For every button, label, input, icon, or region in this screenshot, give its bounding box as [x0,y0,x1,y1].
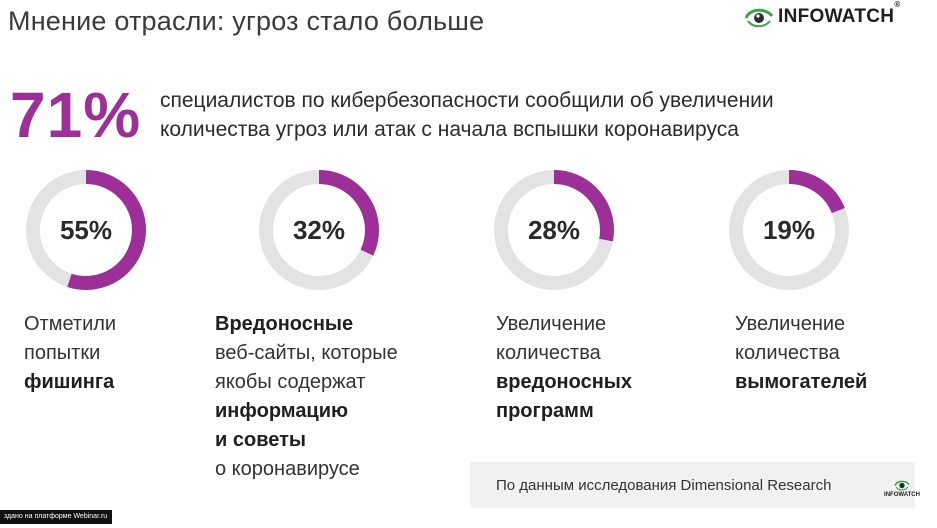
description-line: вымогателей [735,371,868,393]
logo-text: INFOWATCH® [778,0,901,27]
hero-description: специалистов по кибербезопасности сообщи… [160,86,900,144]
stat-percent: 19% [762,214,816,245]
infowatch-eye-icon [894,480,910,491]
stat-description: Отметили попытки фишинга [24,310,264,397]
ring-fill [259,170,379,290]
stat-phishing: 55% Отметили попытки фишинга [24,168,264,397]
infowatch-eye-icon [744,8,774,28]
stat-percent: 28% [527,214,581,245]
stat-percent: 55% [59,214,113,245]
description-line: Вредоносные [215,313,354,335]
ring-fill [729,170,849,290]
description-line: попытки [24,342,101,364]
stat-malware: 28% Увеличение количества вредоносных прогр… [492,168,732,426]
description-line: о коронавирусе [215,458,360,480]
description-line: вредоносных [496,371,632,393]
donut-ring [259,170,379,290]
description-line: программ [496,400,594,422]
source-note: По данным исследования Dimensional Resea… [470,462,915,508]
stat-malicious-sites: 32% Вредоносные веб-сайты, которые якобы с… [215,168,497,484]
brand-logo: INFOWATCH® [744,0,901,30]
description-line: Увеличение [735,313,846,335]
description-line: Увеличение [496,313,607,335]
stat-description: Увеличение количества вымогателей [735,310,937,397]
hero-line-1: специалистов по кибербезопасности сообщи… [160,89,774,112]
donut-chart: 32% [257,168,381,292]
mini-brand-logo: INFOWATCH [882,478,922,514]
donut-chart: 19% [727,168,851,292]
description-line: веб-сайты, которые [215,342,398,364]
mini-logo-text: INFOWATCH [884,492,920,498]
webinar-platform-bar: здано на платформе Webinar.ru [0,510,112,524]
hero-percent: 71% [10,79,142,151]
description-line: и советы [215,429,306,451]
ring-fill [26,170,146,290]
description-line: количества [496,342,601,364]
stat-description: Вредоносные веб-сайты, которые якобы содер… [215,310,497,484]
page-title: Мнение отрасли: угроз стало больше [8,6,485,36]
donut-ring [729,170,849,290]
stat-percent: 32% [292,214,346,245]
stat-ransomware: 19% Увеличение количества вымогателей [727,168,937,397]
stat-description: Увеличение количества вредоносных программ [496,310,732,426]
donut-ring [26,170,146,290]
description-line: количества [735,342,840,364]
description-line: фишинга [24,371,115,393]
donut-ring [494,170,614,290]
description-line: Отметили [24,313,117,335]
donut-chart: 55% [24,168,148,292]
donut-chart: 28% [492,168,616,292]
description-line: якобы содержат [215,371,366,393]
description-line: информацию [215,400,349,422]
hero-line-2: количества угроз или атак с начала вспыш… [160,118,739,141]
ring-fill [494,170,614,290]
